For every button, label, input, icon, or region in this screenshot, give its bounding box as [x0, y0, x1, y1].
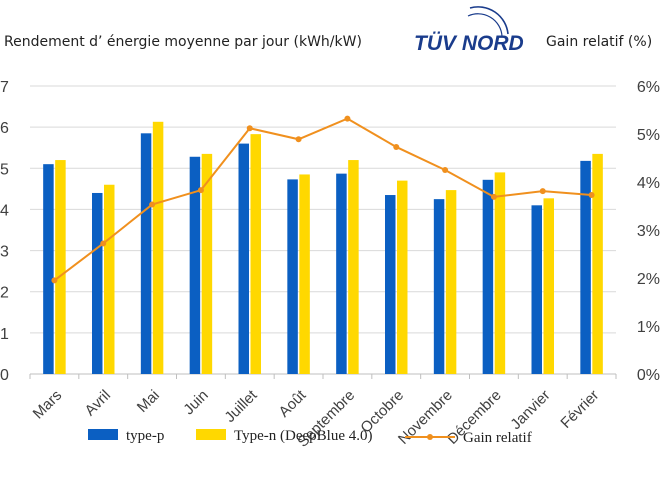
left-axis-title: Rendement d’ énergie moyenne par jour (k… — [4, 34, 362, 50]
x-tick-label: Février — [557, 387, 602, 432]
legend-swatch-gain-marker — [427, 434, 433, 440]
bar-type-p — [92, 192, 103, 374]
y-right-tick-label: 1% — [637, 319, 660, 336]
x-tick-label: Août — [276, 386, 310, 420]
y-right-tick-label: 4% — [637, 175, 660, 192]
bars — [43, 121, 603, 375]
gain-point — [295, 136, 302, 143]
y-left-tick-label: 7 — [0, 79, 9, 96]
bar-type-n — [55, 160, 66, 374]
y-right-tick-label: 0% — [637, 367, 660, 384]
x-tick-label: Janvier — [507, 387, 553, 433]
bar-type-p — [385, 195, 396, 374]
y-left-tick-label: 2 — [0, 285, 9, 302]
gain-point — [588, 191, 595, 198]
gain-line — [51, 115, 595, 284]
logo-arc-outer — [469, 6, 509, 35]
bar-type-n — [543, 198, 554, 374]
y-left-tick-label: 1 — [0, 326, 9, 343]
bar-type-p — [287, 179, 298, 374]
bar-type-n — [104, 184, 115, 374]
bar-type-n — [348, 160, 359, 374]
x-tick-label: Mars — [30, 387, 66, 423]
y-left-tick-label: 0 — [0, 367, 9, 384]
bar-type-n — [152, 121, 164, 375]
gain-point — [393, 143, 400, 150]
logo-text: TÜV NORD — [414, 32, 524, 55]
logo-arc-inner — [467, 13, 503, 37]
gain-point — [490, 193, 497, 200]
x-tick-label: Avril — [82, 387, 114, 419]
gain-point — [149, 201, 156, 208]
legend: type-p Type-n (DeepBlue 4.0) Gain relati… — [88, 428, 532, 446]
bar-type-p — [531, 205, 542, 374]
bar-type-n — [299, 174, 310, 374]
gain-point — [539, 188, 546, 195]
x-tick-label: Juillet — [221, 386, 261, 426]
gain-point — [344, 115, 351, 122]
gain-point — [442, 167, 449, 173]
gain-point — [100, 240, 107, 247]
bar-type-n — [494, 172, 506, 374]
tuv-nord-logo: TÜV NORD — [414, 6, 524, 55]
x-tick-label: Mai — [134, 387, 163, 416]
bar-type-p — [336, 173, 347, 374]
gain-point — [246, 125, 253, 132]
y-left-tick-label: 5 — [0, 161, 9, 178]
bar-type-p — [433, 199, 445, 374]
legend-swatch-type-p — [88, 429, 118, 440]
y-right-tick-label: 2% — [637, 271, 660, 288]
y-right-tick-label: 6% — [637, 79, 660, 96]
y-right-tick-label: 3% — [637, 223, 660, 240]
gain-point — [51, 277, 58, 284]
bar-type-p — [580, 160, 591, 374]
bar-type-p — [43, 164, 54, 374]
gain-point — [197, 187, 204, 194]
y-right-tick-label: 5% — [637, 127, 660, 144]
legend-swatch-type-n — [196, 429, 226, 440]
y-left-tick-label: 4 — [0, 202, 9, 219]
bar-type-p — [238, 143, 249, 374]
left-y-axis: 0 1 2 3 4 5 6 7 — [0, 79, 9, 384]
x-tick-label: Juin — [180, 387, 211, 418]
legend-label-type-p: type-p — [126, 428, 164, 444]
bar-type-n — [397, 180, 408, 374]
y-left-tick-label: 3 — [0, 244, 9, 261]
bar-type-p — [189, 156, 201, 374]
y-left-tick-label: 6 — [0, 120, 9, 137]
gain-line-path — [53, 117, 592, 282]
bar-type-n — [445, 190, 457, 374]
right-y-axis: 0% 1% 2% 3% 4% 5% 6% — [637, 79, 660, 384]
legend-label-gain: Gain relatif — [463, 430, 532, 446]
bar-type-p — [482, 179, 494, 374]
bar-type-n — [250, 134, 261, 374]
bar-type-n — [592, 153, 603, 374]
legend-label-type-n: Type-n (DeepBlue 4.0) — [234, 428, 373, 444]
right-axis-title: Gain relatif (%) — [546, 34, 652, 50]
bar-type-n — [201, 153, 213, 374]
bar-type-p — [140, 133, 152, 374]
